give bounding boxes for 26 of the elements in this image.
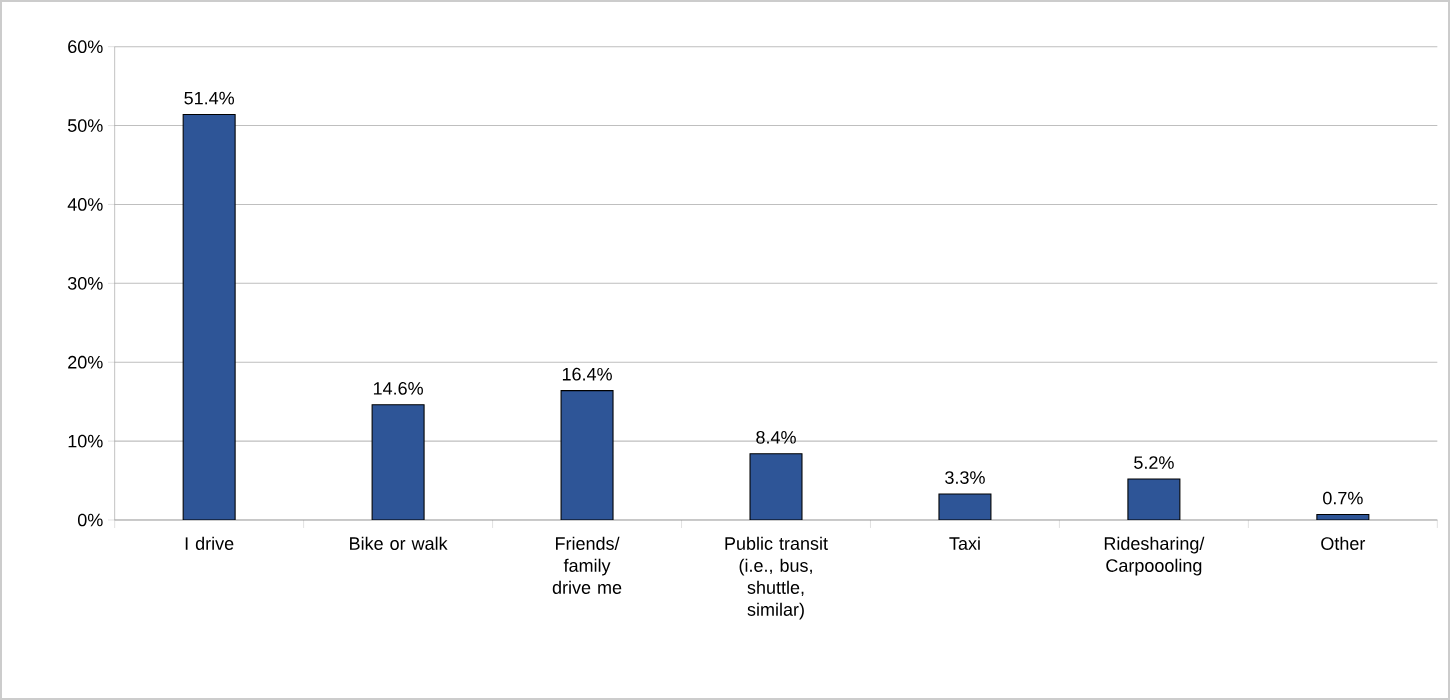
x-tick-label: Friends/ family drive me (552, 536, 622, 594)
y-tick-label: 10% (68, 434, 103, 448)
data-label: 8.4% (756, 430, 796, 444)
y-tick-label: 30% (67, 276, 103, 290)
bar (749, 453, 803, 520)
bar (182, 113, 236, 520)
y-tick-label: 0% (77, 513, 103, 527)
data-label: 5.2% (1134, 456, 1174, 469)
y-tick-label: 20% (68, 355, 103, 369)
data-label: 51.4% (184, 91, 235, 105)
x-tick-label: Ridesharing/ Carpoooling (1104, 536, 1205, 576)
x-tick-label: I drive (185, 536, 234, 550)
y-tick-label: 60% (68, 40, 103, 54)
data-label: 16.4% (562, 367, 612, 381)
data-label: 3.3% (945, 471, 985, 484)
bar (560, 390, 614, 520)
x-tick-label: Bike or walk (350, 536, 448, 550)
data-label: 0.7% (1323, 491, 1363, 505)
bar (1127, 478, 1181, 520)
y-tick-label: 40% (67, 198, 103, 211)
bar (371, 404, 425, 520)
x-tick-label: Other (1321, 536, 1366, 550)
y-tick-label: 50% (67, 119, 103, 132)
x-tick-label: Public transit (i.e., bus, shuttle, similar) (725, 536, 828, 620)
x-tick-label: Taxi (949, 536, 980, 550)
data-label: 14.6% (373, 382, 423, 395)
